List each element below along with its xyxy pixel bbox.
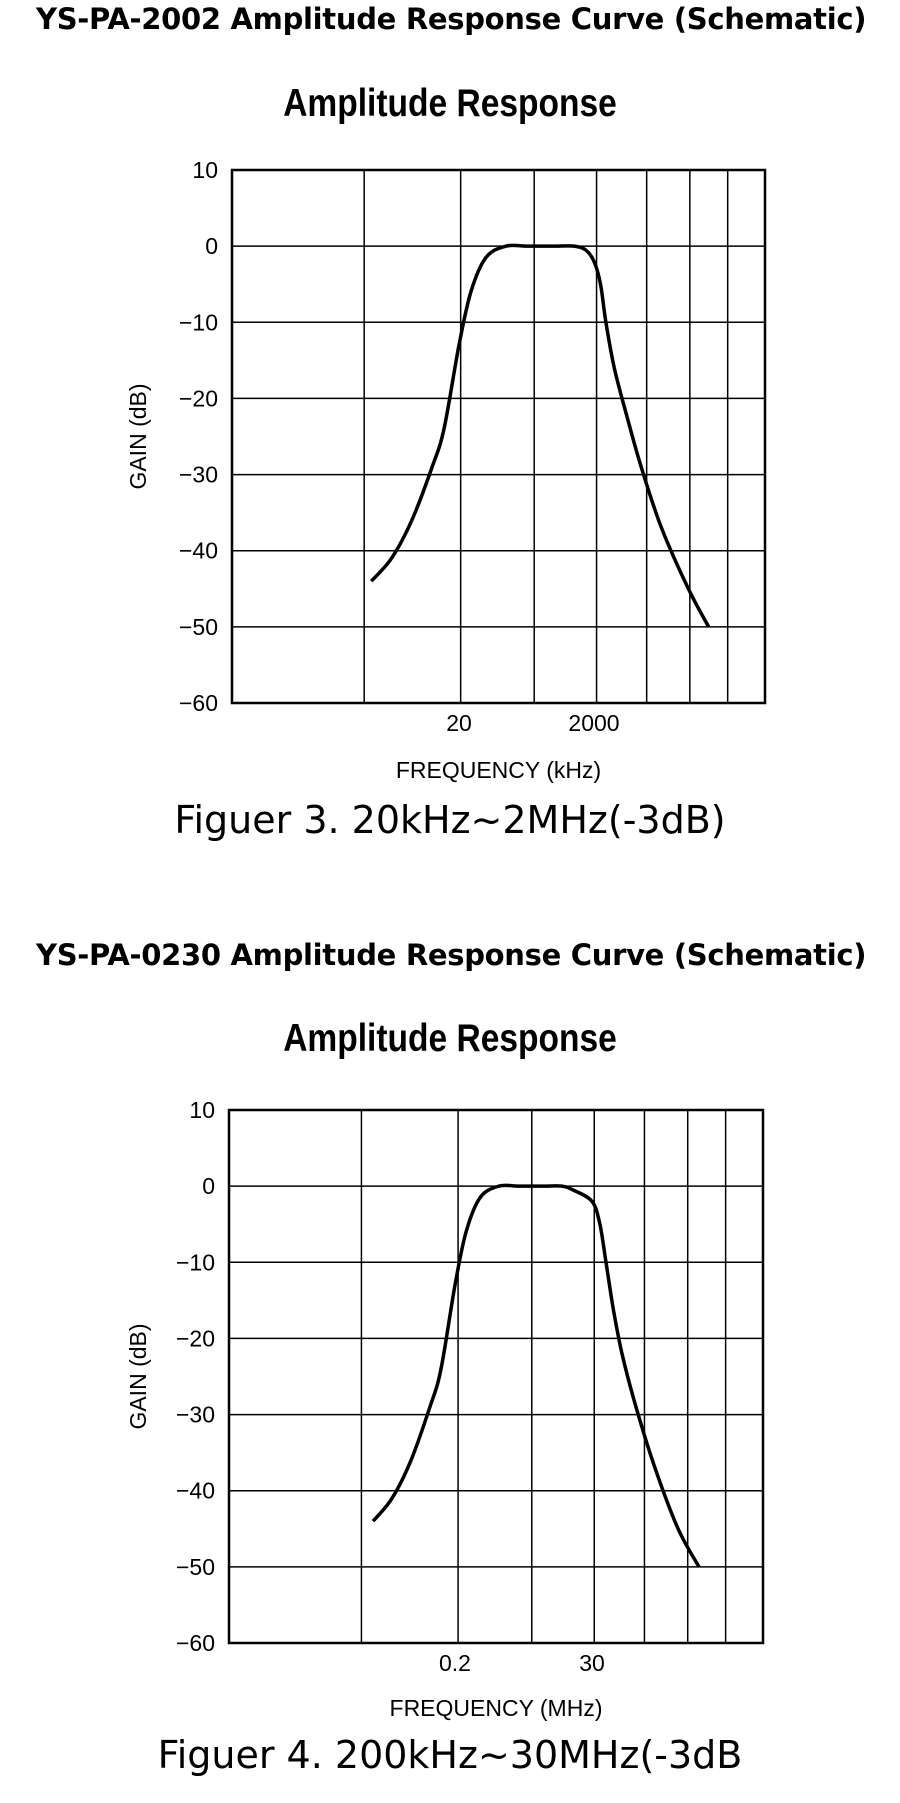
y-tick-label: 10 (192, 157, 218, 183)
y-tick-label: −10 (176, 1249, 215, 1275)
y-tick-label: −40 (179, 538, 218, 564)
amplitude-response-plot: 10 0 −10 −20 −30 −40 −50 −60 20 2000 FREQUENCY (kH… (125, 157, 767, 783)
y-tick-label: −60 (179, 690, 218, 716)
y-tick-label: −30 (176, 1402, 215, 1428)
response-curve (371, 1183, 701, 1568)
x-tick-label: 2000 (568, 710, 619, 736)
y-axis-label: GAIN (dB) (125, 383, 151, 489)
chart-heading: YS-PA-2002 Amplitude Response Curve (Sch… (36, 2, 867, 36)
plot-frame (230, 168, 767, 705)
plot-frame (227, 1108, 765, 1645)
figure-caption: Figuer 4. 200kHz~30MHz(-3dB (157, 1733, 743, 1777)
y-tick-label: −50 (176, 1554, 215, 1580)
x-axis-label: FREQUENCY (kHz) (396, 757, 601, 783)
x-axis-label: FREQUENCY (MHz) (390, 1695, 603, 1721)
y-tick-label: 10 (189, 1097, 215, 1123)
y-tick-label: −50 (179, 614, 218, 640)
x-tick-label: 20 (446, 710, 472, 736)
y-tick-label: −60 (176, 1630, 215, 1656)
x-tick-label: 30 (579, 1650, 605, 1676)
y-tick-label: −20 (179, 385, 218, 411)
chart-heading: YS-PA-0230 Amplitude Response Curve (Sch… (36, 938, 867, 972)
y-tick-label: 0 (202, 1173, 215, 1199)
y-tick-label: −20 (176, 1325, 215, 1351)
y-tick-label: −10 (179, 309, 218, 335)
figure-caption: Figuer 3. 20kHz~2MHz(-3dB) (174, 798, 726, 842)
y-tick-label: −40 (176, 1478, 215, 1504)
chart-title: Amplitude Response (283, 82, 617, 125)
y-tick-label: −30 (179, 462, 218, 488)
x-tick-label: 0.2 (439, 1650, 471, 1676)
chart-title: Amplitude Response (283, 1017, 617, 1060)
response-curve (369, 243, 711, 628)
y-axis-label: GAIN (dB) (125, 1323, 151, 1429)
y-tick-label: 0 (205, 233, 218, 259)
